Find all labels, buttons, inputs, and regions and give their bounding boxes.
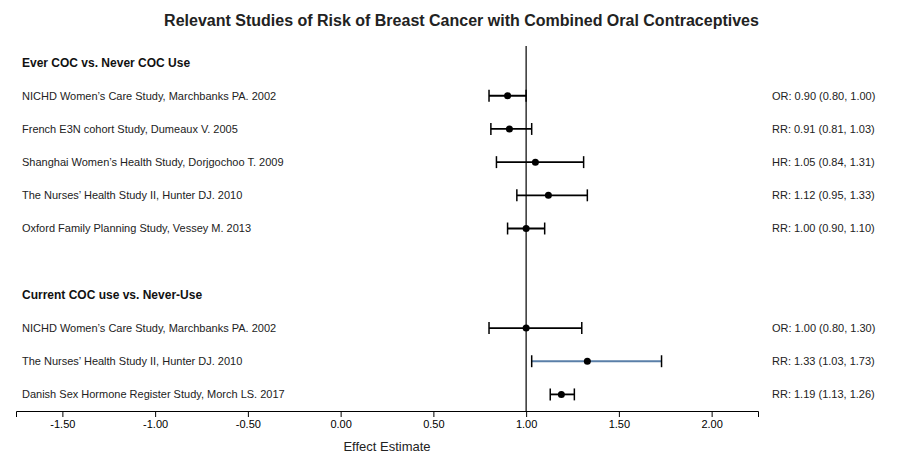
- x-tick-mark: [526, 411, 527, 417]
- study-label: NICHD Women’s Care Study, Marchbanks PA.…: [22, 322, 276, 334]
- x-tick-mark: [712, 411, 713, 417]
- result-label: RR: 0.91 (0.81, 1.03): [772, 123, 875, 135]
- chart: Relevant Studies of Risk of Breast Cance…: [0, 0, 923, 463]
- estimate-point: [506, 125, 513, 132]
- x-tick: 0.50: [423, 411, 444, 430]
- x-tick: -0.50: [236, 411, 261, 430]
- ci-line: [517, 194, 587, 196]
- ci-cap-low: [507, 223, 509, 235]
- ci-line: [489, 327, 582, 329]
- ci-cap-high: [661, 355, 663, 367]
- estimate-point: [558, 391, 565, 398]
- group-header: Ever COC vs. Never COC Use: [22, 56, 190, 70]
- x-tick-mark: [619, 411, 620, 417]
- ci-cap-low: [516, 189, 518, 201]
- x-axis-title: Effect Estimate: [343, 439, 430, 454]
- plot-marks: [489, 46, 662, 411]
- study-label: Danish Sex Hormone Register Study, Morch…: [22, 388, 285, 400]
- x-tick-label: 0.00: [330, 418, 351, 430]
- group-header: Current COC use vs. Never-Use: [22, 288, 202, 302]
- x-tick: 2.00: [701, 411, 722, 430]
- ci-cap-high: [531, 123, 533, 135]
- ci-line: [532, 360, 662, 362]
- study-label: The Nurses’ Health Study II, Hunter DJ. …: [22, 355, 242, 367]
- x-tick-label: 2.00: [701, 418, 722, 430]
- ci-cap-high: [544, 223, 546, 235]
- estimate-point: [532, 159, 539, 166]
- x-tick-label: -1.50: [50, 418, 75, 430]
- x-axis: -1.50 -1.00 -0.50 0.00 0.50 1.00 1.50 2.00: [17, 411, 759, 430]
- ci-cap-low: [549, 388, 551, 400]
- x-tick-mark: [341, 411, 342, 417]
- result-label: RR: 1.19 (1.13, 1.26): [772, 388, 875, 400]
- result-label: RR: 1.33 (1.03, 1.73): [772, 355, 875, 367]
- estimate-point: [523, 325, 530, 332]
- x-tick-label: -0.50: [236, 418, 261, 430]
- result-label: OR: 0.90 (0.80, 1.00): [772, 90, 875, 102]
- x-tick: -1.00: [143, 411, 168, 430]
- result-label: RR: 1.12 (0.95, 1.33): [772, 189, 875, 201]
- x-tick-label: 1.00: [516, 418, 537, 430]
- study-label: The Nurses’ Health Study II, Hunter DJ. …: [22, 189, 242, 201]
- estimate-point: [545, 192, 552, 199]
- x-tick-label: 0.50: [423, 418, 444, 430]
- ci-cap-high: [581, 322, 583, 334]
- ci-cap-high: [525, 90, 527, 102]
- x-axis-line: [17, 412, 759, 418]
- study-label: Shanghai Women’s Health Study, Dorjgocho…: [22, 156, 284, 168]
- x-tick: 1.00: [516, 411, 537, 430]
- ci-cap-low: [488, 90, 490, 102]
- ci-cap-high: [583, 156, 585, 168]
- estimate-point: [504, 92, 511, 99]
- x-tick-label: -1.00: [143, 418, 168, 430]
- row-texts: Ever COC vs. Never COC Use NICHD Women’s …: [22, 56, 875, 400]
- ci-cap-low: [496, 156, 498, 168]
- study-label: French E3N cohort Study, Dumeaux V. 2005: [22, 123, 238, 135]
- estimate-point: [584, 358, 591, 365]
- ci-cap-high: [587, 189, 589, 201]
- result-label: HR: 1.05 (0.84, 1.31): [772, 156, 875, 168]
- result-label: RR: 1.00 (0.90, 1.10): [772, 222, 875, 234]
- x-tick-mark: [155, 411, 156, 417]
- study-label: NICHD Women’s Care Study, Marchbanks PA.…: [22, 90, 276, 102]
- result-label: OR: 1.00 (0.80, 1.30): [772, 322, 875, 334]
- ci-cap-low: [488, 322, 490, 334]
- ci-cap-low: [490, 123, 492, 135]
- x-tick-mark: [62, 411, 63, 417]
- x-tick-mark: [248, 411, 249, 417]
- estimate-point: [523, 225, 530, 232]
- ci-cap-low: [531, 355, 533, 367]
- x-tick-label: 1.50: [609, 418, 630, 430]
- x-tick: 1.50: [609, 411, 630, 430]
- title: Relevant Studies of Risk of Breast Cance…: [164, 12, 759, 29]
- x-tick: 0.00: [330, 411, 351, 430]
- x-tick: -1.50: [50, 411, 75, 430]
- x-tick-mark: [433, 411, 434, 417]
- ci-line: [496, 161, 583, 163]
- ci-cap-high: [574, 388, 576, 400]
- study-label: Oxford Family Planning Study, Vessey M. …: [22, 222, 251, 234]
